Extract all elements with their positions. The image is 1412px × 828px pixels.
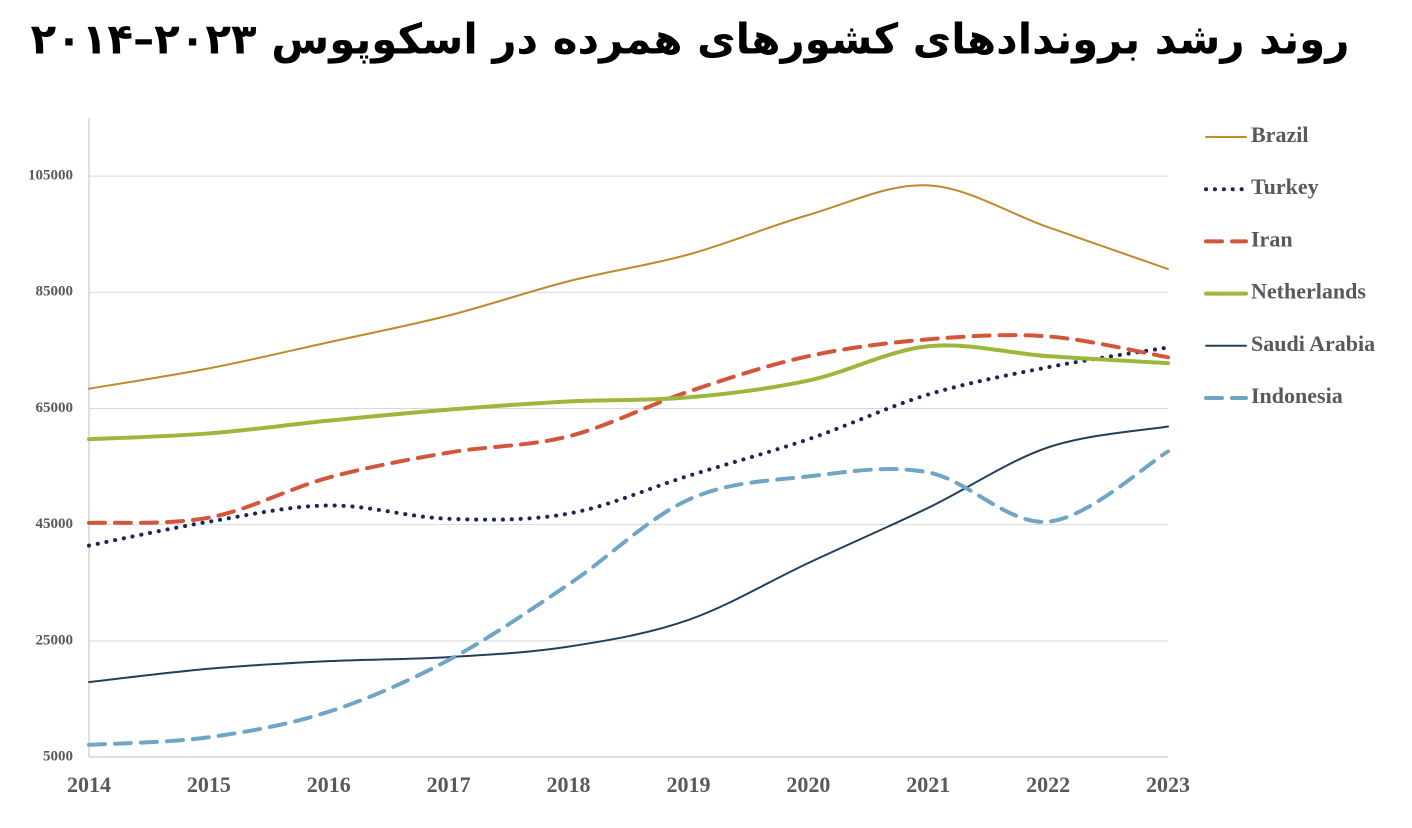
series-line	[87, 333, 1170, 525]
legend-label: Netherlands	[1251, 279, 1366, 304]
series-line	[87, 345, 1170, 548]
x-tick-label: 2018	[547, 772, 591, 797]
legend-label: Iran	[1251, 226, 1293, 251]
series-line	[88, 184, 1169, 390]
legend-label: Turkey	[1251, 174, 1319, 199]
y-tick-label: 85000	[36, 284, 74, 300]
legend-label: Indonesia	[1251, 383, 1343, 408]
legend-label: Brazil	[1251, 122, 1308, 147]
x-tick-label: 2017	[427, 772, 471, 797]
y-tick-label: 105000	[28, 168, 73, 184]
x-tick-label: 2014	[67, 772, 111, 797]
x-tick-label: 2020	[786, 772, 830, 797]
x-tick-label: 2016	[307, 772, 351, 797]
series-line	[87, 449, 1170, 747]
y-tick-label: 65000	[36, 400, 74, 416]
x-tick-label: 2023	[1146, 772, 1190, 797]
x-tick-label: 2021	[906, 772, 950, 797]
series-line	[87, 343, 1170, 442]
chart-title: روند رشد بروندادهای کشورهای همرده در اسک…	[31, 15, 1350, 65]
y-tick-label: 25000	[36, 632, 74, 648]
legend-label: Saudi Arabia	[1251, 331, 1375, 356]
y-tick-label: 5000	[43, 748, 73, 764]
x-tick-label: 2015	[187, 772, 231, 797]
x-tick-label: 2022	[1026, 772, 1070, 797]
series-line	[88, 425, 1169, 684]
y-tick-label: 45000	[36, 516, 74, 532]
x-tick-label: 2019	[666, 772, 710, 797]
